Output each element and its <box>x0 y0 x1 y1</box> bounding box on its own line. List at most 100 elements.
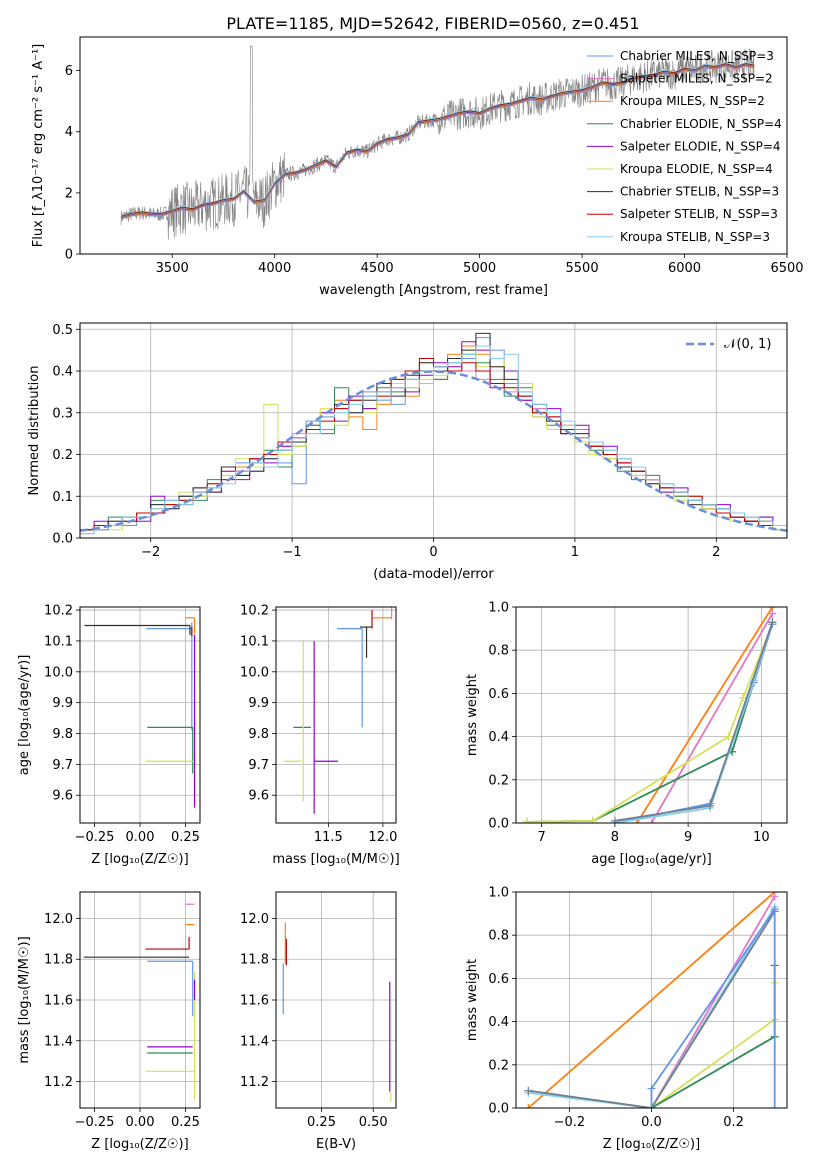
spectrum-xtick-label: 5000 <box>463 261 496 276</box>
mass-weight-vs-Z-x-axis-label: Z [log₁₀(Z/Z☉)] <box>603 1137 700 1152</box>
spectrum-model-line-6 <box>120 63 755 217</box>
age-vs-Z-plot-area <box>84 617 196 808</box>
mass-vs-Z-xtick-label: 0.00 <box>126 1115 155 1130</box>
figure-title: PLATE=1185, MJD=52642, FIBERID=0560, z=0… <box>226 14 639 33</box>
mass-weight-vs-age-grid <box>516 606 787 824</box>
mass-weight-vs-age-xtick-label: 8 <box>611 830 619 845</box>
spectrum-y-axis-label: Flux [f_λ10⁻¹⁷ erg cm⁻² s⁻¹ A⁻¹] <box>31 44 46 248</box>
age-vs-mass-ticks: 11.5 12.0 9.6 9.7 9.8 9.9 10.0 10.1 10.2 <box>240 604 397 845</box>
residuals-ytick-label: 0.0 <box>52 532 73 547</box>
age-vs-mass-plot-area <box>283 607 393 814</box>
mass-weight-vs-Z-ytick-label: 1.0 <box>488 886 509 901</box>
mass-vs-ebv-ytick-label: 11.2 <box>240 1075 269 1090</box>
age-vs-mass-ytick-label: 9.7 <box>248 758 269 773</box>
residuals-xtick-label: 2 <box>712 545 720 560</box>
spectrum-xtick-label: 6000 <box>668 261 701 276</box>
age-vs-mass-panel: 11.5 12.0 9.6 9.7 9.8 9.9 10.0 10.1 10.2 mass [lo… <box>240 604 400 867</box>
age-vs-Z-ytick-label: 10.2 <box>44 604 73 619</box>
spectrum-xtick-label: 3500 <box>156 261 189 276</box>
weight-series-0 <box>527 892 776 1108</box>
weight-series-4 <box>650 965 776 1108</box>
age-vs-Z-ytick-label: 9.8 <box>52 727 73 742</box>
age-vs-Z-x-axis-label: Z [log₁₀(Z/Z☉)] <box>91 852 188 867</box>
residuals-grid <box>80 323 787 539</box>
weight-marker-3-0 <box>524 1086 533 1095</box>
mass-vs-Z-xtick-label: 0.25 <box>171 1115 200 1130</box>
age-vs-Z-ytick-label: 9.6 <box>52 789 73 804</box>
weight-series-2 <box>526 621 774 823</box>
mass-weight-vs-Z-xtick-label: 0.2 <box>723 1115 744 1130</box>
weight-series-6 <box>614 621 774 822</box>
mass-vs-Z-ytick-label: 11.4 <box>44 1034 73 1049</box>
residuals-ytick-label: 0.1 <box>52 490 73 505</box>
mass-vs-Z-grid <box>80 892 200 1108</box>
mass-vs-ebv-plot-area <box>282 922 392 1102</box>
mass-vs-ebv-xtick-label: 0.25 <box>307 1115 336 1130</box>
legend-label-1: Salpeter MILES, N_SSP=2 <box>620 72 773 86</box>
mass-vs-Z-ytick-label: 11.2 <box>44 1075 73 1090</box>
age-vs-Z-xtick-label: −0.25 <box>75 830 115 845</box>
weight-marker-3-0 <box>522 817 531 823</box>
mass-vs-ebv-grid <box>276 892 396 1108</box>
legend-label-6: Chabrier STELIB, N_SSP=3 <box>620 185 779 199</box>
age-vs-mass-axes-frame <box>275 606 397 824</box>
spectrum-xtick-label: 4500 <box>361 261 394 276</box>
spectrum-model-line-3 <box>120 64 755 219</box>
age-vs-Z-xtick-label: 0.25 <box>171 830 200 845</box>
residuals-ytick-label: 0.2 <box>52 448 73 463</box>
spectrum-panel: Chabrier MILES, N_SSP=3 Salpeter MILES, N… <box>31 36 804 298</box>
mass-vs-ebv-panel: 0.25 0.50 11.2 11.4 11.6 11.8 12.0 E(B-V) <box>240 891 397 1152</box>
mass-weight-vs-Z-panel: −0.2 0.0 0.2 0.0 0.2 0.4 0.6 0.8 1.0 Z [log₁₀(Z/Z… <box>465 886 788 1152</box>
weight-series-2 <box>528 906 776 1108</box>
mass-weight-vs-age-xtick-label: 10 <box>753 830 770 845</box>
age-vs-mass-ytick-label: 10.0 <box>240 665 269 680</box>
mass-weight-vs-age-xtick-label: 9 <box>684 830 692 845</box>
mass-vs-Z-plot-area <box>83 903 196 1100</box>
weight-series-6 <box>650 906 776 1108</box>
gaussian-reference-curve <box>80 370 787 532</box>
mass-weight-vs-age-x-axis-label: age [log₁₀(age/yr)] <box>591 852 712 867</box>
mass-vs-ebv-ytick-label: 11.8 <box>240 953 269 968</box>
age-vs-Z-y-axis-label: age [log₁₀(age/yr)] <box>17 655 32 776</box>
weight-series-1 <box>650 613 774 823</box>
mass-weight-vs-age-ytick-label: 1.0 <box>488 601 509 616</box>
errorbar-point-0 <box>147 960 194 1017</box>
spectrum-model-line-5 <box>120 63 755 218</box>
weight-marker-6-1 <box>706 801 715 810</box>
residuals-ytick-label: 0.5 <box>52 323 73 338</box>
mass-vs-ebv-ytick-label: 11.6 <box>240 994 269 1009</box>
errorbar-point-0 <box>337 627 363 728</box>
weight-marker-0-0 <box>524 1104 533 1108</box>
mass-vs-Z-ytick-label: 11.8 <box>44 953 73 968</box>
mass-vs-ebv-ytick-label: 11.4 <box>240 1034 269 1049</box>
spectrum-ticks: 3500 4000 4500 5000 5500 6000 6500 0 2 4 6 <box>65 64 804 276</box>
errorbar-point-0 <box>146 622 193 731</box>
residuals-plot-area <box>80 332 787 535</box>
mass-weight-vs-age-xtick-label: 7 <box>537 830 545 845</box>
legend-label-4: Salpeter ELODIE, N_SSP=4 <box>620 139 781 153</box>
weight-series-3 <box>528 910 776 1108</box>
mass-weight-vs-age-plot-area <box>522 607 777 823</box>
weight-series-5 <box>651 965 776 1108</box>
age-vs-mass-ytick-label: 9.6 <box>248 789 269 804</box>
mass-weight-vs-Z-y-axis-label: mass weight <box>465 959 480 1041</box>
residuals-ytick-label: 0.4 <box>52 365 73 380</box>
residuals-xtick-label: 1 <box>571 545 579 560</box>
spectrum-ytick-label: 6 <box>65 64 73 79</box>
mass-weight-vs-Z-ytick-label: 0.2 <box>488 1058 509 1073</box>
age-vs-Z-ytick-label: 9.9 <box>52 696 73 711</box>
errorbar-point-4 <box>147 726 194 774</box>
mass-vs-Z-ticks: −0.25 0.00 0.25 11.2 11.4 11.6 11.8 12.0 <box>44 912 200 1130</box>
weight-marker-6-2 <box>770 905 779 914</box>
mass-weight-vs-age-ticks: 7 8 9 10 0.0 0.2 0.4 0.6 0.8 1.0 <box>488 601 769 846</box>
spectrum-xtick-label: 4000 <box>258 261 291 276</box>
residuals-ytick-label: 0.3 <box>52 406 73 421</box>
spectrum-axes-frame <box>79 36 788 255</box>
weight-marker-6-2 <box>768 618 777 627</box>
mass-vs-Z-ytick-label: 11.6 <box>44 994 73 1009</box>
age-vs-Z-ytick-label: 10.0 <box>44 665 73 680</box>
errorbar-point-7 <box>145 971 196 1100</box>
mass-weight-vs-age-panel: 7 8 9 10 0.0 0.2 0.4 0.6 0.8 1.0 age [log₁₀(age/yr… <box>465 601 788 867</box>
mass-weight-vs-Z-xtick-label: −0.2 <box>554 1115 586 1130</box>
